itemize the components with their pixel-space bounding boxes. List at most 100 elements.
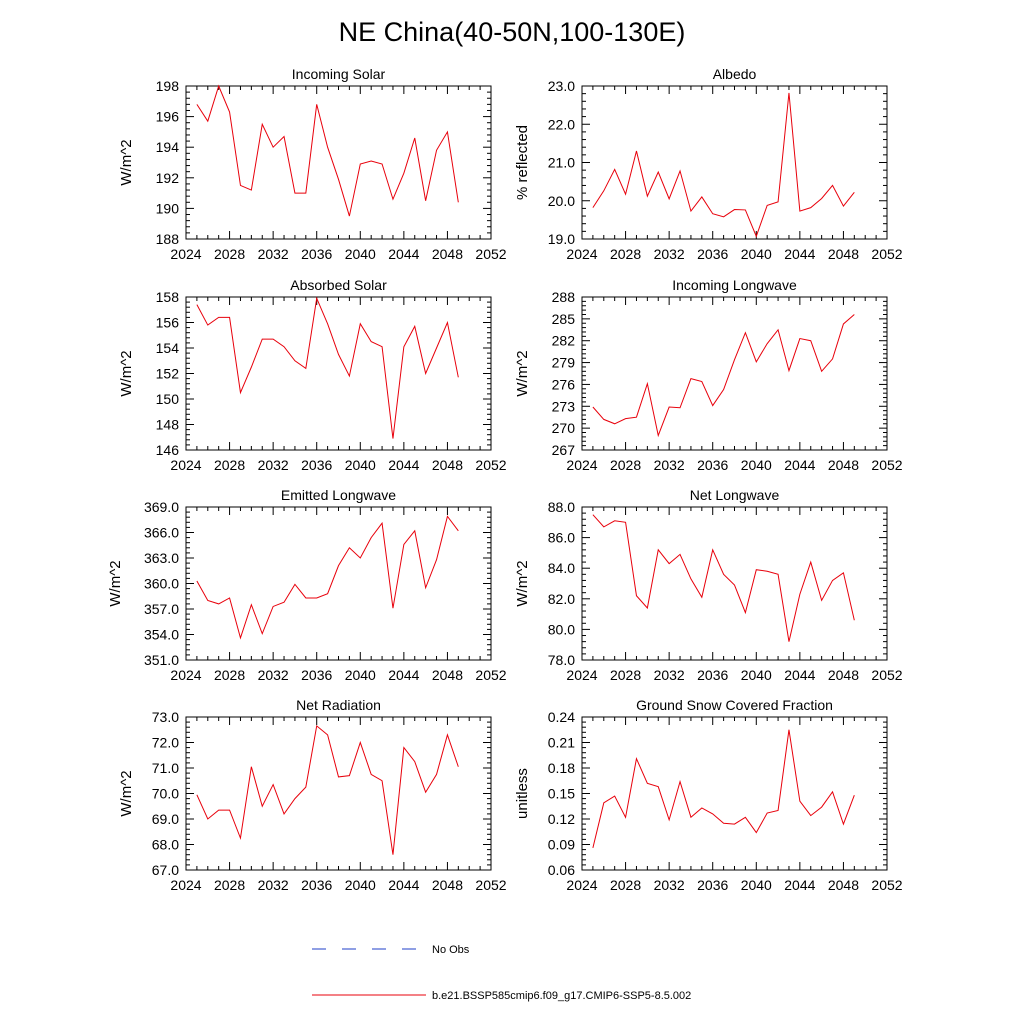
- y-tick-label: 194: [156, 139, 180, 155]
- x-tick-label: 2048: [828, 877, 859, 893]
- y-tick-label: 84.0: [548, 560, 575, 576]
- x-tick-label: 2048: [828, 667, 859, 683]
- y-tick-label: 72.0: [152, 735, 179, 751]
- panel-2: Albedo 2024 2028 2032 2036 2040 2044 2048 2052 19…: [514, 66, 903, 262]
- y-tick-label: 285: [552, 311, 576, 327]
- x-tick-label: 2040: [345, 877, 376, 893]
- y-tick-label: 198: [156, 78, 180, 94]
- x-tick-label: 2032: [258, 877, 289, 893]
- y-tick-label: 267: [552, 442, 576, 458]
- plot-frame: [581, 506, 888, 661]
- y-tick-label: 288: [552, 289, 576, 305]
- y-tick-label: 196: [156, 109, 180, 125]
- x-tick-label: 2052: [475, 667, 506, 683]
- y-tick-label: 70.0: [152, 786, 179, 802]
- x-tick-label: 2040: [741, 246, 772, 262]
- y-tick-label: 360.0: [144, 576, 179, 592]
- y-tick-label: 68.0: [152, 837, 179, 853]
- x-tick-label: 2044: [388, 457, 419, 473]
- legend-label-no-obs: No Obs: [432, 944, 470, 956]
- panel-1: Incoming Solar 2024 2028 2032 2036 2040 2044 20…: [118, 66, 507, 262]
- panel-title: Net Longwave: [690, 487, 780, 503]
- y-tick-label: 351.0: [144, 652, 179, 668]
- panel-8: Ground Snow Covered Fraction 2024 2028 2032…: [514, 697, 903, 893]
- x-tick-label: 2032: [654, 667, 685, 683]
- x-tick-label: 2036: [697, 877, 728, 893]
- y-axis-label: W/m^2: [514, 560, 531, 606]
- x-tick-label: 2032: [654, 457, 685, 473]
- y-tick-label: 354.0: [144, 627, 179, 643]
- panel-4: Incoming Longwave 2024 2028 2032 2036 2040 204…: [514, 277, 903, 473]
- x-tick-label: 2044: [388, 667, 419, 683]
- panel-title: Ground Snow Covered Fraction: [636, 697, 833, 713]
- plot-frame: [581, 296, 888, 451]
- y-tick-label: 78.0: [548, 652, 575, 668]
- y-tick-label: 158: [156, 289, 180, 305]
- panel-title: Emitted Longwave: [281, 487, 396, 503]
- x-tick-label: 2040: [741, 877, 772, 893]
- y-tick-label: 22.0: [548, 116, 575, 132]
- x-tick-label: 2028: [610, 667, 641, 683]
- x-tick-label: 2036: [697, 457, 728, 473]
- figure-title: NE China(40-50N,100-130E): [339, 17, 686, 47]
- x-tick-label: 2024: [566, 457, 597, 473]
- x-tick-label: 2032: [258, 246, 289, 262]
- panel-title: Incoming Solar: [292, 66, 386, 82]
- y-tick-label: 88.0: [548, 499, 575, 515]
- x-tick-label: 2032: [654, 246, 685, 262]
- y-tick-label: 270: [552, 420, 576, 436]
- panel-7: Net Radiation 2024 2028 2032 2036 2040 2044 204…: [118, 697, 507, 893]
- panel-3: Absorbed Solar 2024 2028 2032 2036 2040 2044 20…: [118, 277, 507, 473]
- y-tick-label: 190: [156, 200, 180, 216]
- y-tick-label: 0.12: [548, 811, 575, 827]
- y-tick-label: 150: [156, 391, 180, 407]
- x-tick-label: 2028: [214, 667, 245, 683]
- x-tick-label: 2052: [871, 667, 902, 683]
- panel-title: Absorbed Solar: [290, 277, 387, 293]
- series-line: [592, 92, 855, 238]
- x-tick-label: 2048: [828, 246, 859, 262]
- x-tick-label: 2052: [475, 877, 506, 893]
- x-tick-label: 2032: [258, 667, 289, 683]
- panel-title: Net Radiation: [296, 697, 381, 713]
- x-tick-label: 2048: [432, 246, 463, 262]
- y-tick-label: 69.0: [152, 811, 179, 827]
- x-tick-label: 2028: [610, 457, 641, 473]
- legend: No Obs b.e21.BSSP585cmip6.f09_g17.CMIP6-…: [312, 944, 691, 1002]
- plot-frame: [185, 716, 492, 871]
- x-tick-label: 2036: [301, 877, 332, 893]
- y-tick-label: 20.0: [548, 193, 575, 209]
- y-tick-label: 156: [156, 315, 180, 331]
- y-tick-label: 363.0: [144, 550, 179, 566]
- series-line: [196, 296, 459, 439]
- y-tick-label: 21.0: [548, 155, 575, 171]
- plot-frame: [581, 85, 888, 240]
- x-tick-label: 2028: [214, 457, 245, 473]
- y-tick-label: 0.09: [548, 837, 575, 853]
- panels: Incoming Solar 2024 2028 2032 2036 2040 2044 20…: [107, 66, 903, 893]
- y-tick-label: 19.0: [548, 231, 575, 247]
- panel-title: Incoming Longwave: [672, 277, 797, 293]
- x-tick-label: 2028: [610, 246, 641, 262]
- y-tick-label: 188: [156, 231, 180, 247]
- y-tick-label: 276: [552, 376, 576, 392]
- x-tick-label: 2024: [170, 877, 201, 893]
- y-tick-label: 82.0: [548, 591, 575, 607]
- legend-label-model-run: b.e21.BSSP585cmip6.f09_g17.CMIP6-SSP5-8.…: [432, 990, 691, 1002]
- y-tick-label: 71.0: [152, 760, 179, 776]
- y-tick-label: 148: [156, 417, 180, 433]
- x-tick-label: 2044: [784, 877, 815, 893]
- x-tick-label: 2036: [301, 667, 332, 683]
- plot-frame: [185, 296, 492, 451]
- y-tick-label: 67.0: [152, 862, 179, 878]
- y-tick-label: 369.0: [144, 499, 179, 515]
- x-tick-label: 2040: [741, 457, 772, 473]
- y-tick-label: 154: [156, 340, 180, 356]
- x-tick-label: 2024: [566, 667, 597, 683]
- y-tick-label: 0.15: [548, 786, 575, 802]
- plot-frame: [581, 716, 888, 871]
- x-tick-label: 2036: [697, 667, 728, 683]
- y-tick-label: 80.0: [548, 621, 575, 637]
- series-line: [592, 729, 855, 849]
